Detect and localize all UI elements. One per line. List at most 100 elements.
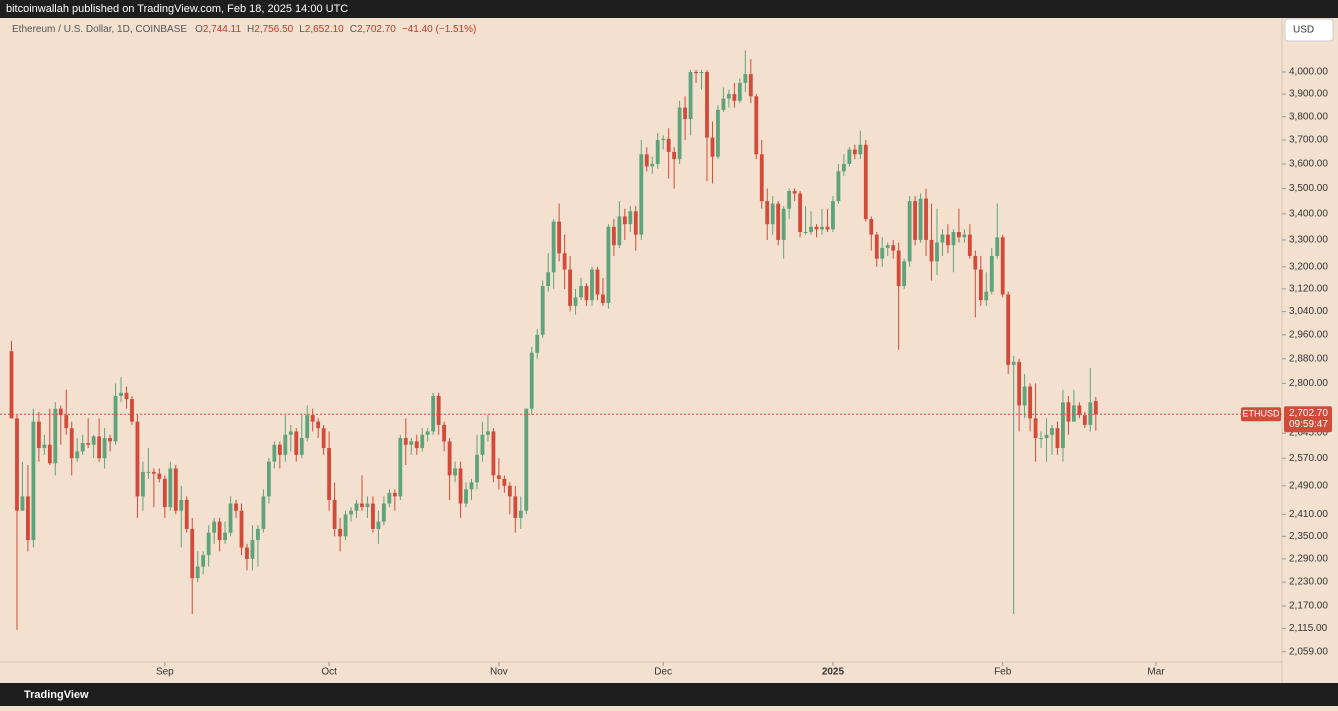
candle-body	[978, 269, 983, 301]
ohlc-value: 2,652.10	[305, 24, 344, 35]
candle-body	[277, 444, 282, 455]
candle-body	[557, 221, 562, 254]
candle-body	[880, 247, 885, 259]
candle-body	[562, 253, 567, 270]
candle-body	[792, 191, 797, 194]
candle-body	[924, 198, 928, 240]
symbol-label: ETHUSD	[1242, 409, 1280, 419]
x-tick-label: Nov	[490, 667, 508, 678]
y-tick-label: 3,040.00	[1289, 306, 1328, 317]
candle-body	[946, 234, 950, 246]
candle-body	[858, 144, 863, 155]
candle-body	[86, 443, 91, 445]
candle-body	[726, 94, 731, 99]
y-tick-label: 2,490.00	[1289, 480, 1328, 491]
candle-body	[436, 395, 441, 425]
candle-body	[540, 286, 545, 335]
candle-body	[332, 499, 337, 529]
candle-body	[431, 395, 436, 432]
candle-body	[217, 521, 222, 541]
candle-body	[617, 216, 622, 246]
candle-body	[97, 436, 102, 459]
candle-body	[721, 98, 726, 110]
candle-body	[1082, 415, 1087, 425]
candle-body	[743, 74, 748, 83]
candle-body	[245, 547, 249, 559]
candle-body	[820, 226, 824, 230]
candle-body	[398, 438, 403, 497]
candle-body	[130, 399, 134, 422]
candle-body	[1022, 386, 1027, 406]
candle-body	[661, 138, 666, 141]
candle-body	[825, 226, 830, 230]
candle-body	[787, 191, 792, 209]
candle-body	[628, 211, 633, 225]
candle-body	[584, 286, 589, 301]
countdown: 09:59:47	[1289, 419, 1328, 430]
candle-body	[168, 468, 173, 508]
candle-body	[272, 444, 277, 462]
candle-body	[962, 234, 967, 238]
candle-body	[803, 232, 808, 234]
candle-body	[639, 154, 644, 235]
ohlc-value: 2,744.11	[203, 24, 242, 35]
candle-body	[1050, 428, 1054, 435]
y-tick-label: 2,350.00	[1289, 531, 1328, 542]
candle-body	[1055, 428, 1060, 449]
candle-body	[250, 540, 255, 559]
candle-body	[414, 441, 419, 449]
candle-body	[606, 226, 611, 303]
legend-title: Ethereum / U.S. Dollar, 1D, COINBASE	[12, 24, 187, 35]
candle-body	[518, 510, 523, 518]
price-tag	[1284, 406, 1332, 433]
candle-body	[9, 351, 14, 419]
candle-body	[327, 448, 332, 500]
candle-body	[573, 297, 578, 306]
candle-body	[513, 496, 518, 518]
candle-body	[1017, 361, 1022, 406]
candle-body	[113, 395, 118, 442]
candle-body	[705, 71, 709, 138]
candle-body	[266, 461, 271, 497]
candle-body	[195, 566, 200, 579]
candle-body	[902, 261, 907, 287]
candle-body	[15, 418, 19, 511]
candle-body	[162, 478, 167, 508]
bottom-bar	[0, 683, 1338, 706]
candle-body	[91, 436, 96, 445]
candle-body	[967, 234, 972, 256]
candle-body	[611, 226, 616, 246]
candle-body	[58, 408, 63, 416]
candle-body	[1039, 438, 1043, 440]
candle-body	[907, 201, 912, 262]
candle-body	[486, 431, 490, 435]
candle-body	[53, 408, 58, 464]
candle-body	[836, 171, 841, 202]
ohlc-letter: H	[247, 24, 254, 35]
candle-body	[464, 489, 468, 504]
currency[interactable]: USD	[1293, 25, 1314, 36]
currency-button[interactable]	[1284, 18, 1334, 42]
candle-body	[20, 496, 25, 511]
candle-body	[935, 242, 939, 262]
candle-body	[228, 503, 233, 533]
candle-body	[759, 154, 764, 202]
candle-body	[524, 408, 529, 511]
candle-body	[841, 163, 846, 172]
candle-body	[316, 421, 321, 429]
candle-body	[989, 255, 994, 292]
candle-body	[891, 245, 896, 251]
candle-body	[403, 438, 408, 445]
candle-body	[748, 74, 753, 97]
candle-body	[458, 468, 463, 504]
y-tick-label: 2,290.00	[1289, 554, 1328, 565]
candle-body	[201, 555, 206, 567]
candle-body	[551, 221, 556, 273]
candle-body	[973, 255, 978, 270]
candle-body	[694, 71, 698, 74]
candle-body	[852, 149, 857, 155]
legend: Ethereum / U.S. Dollar, 1D, COINBASE O2,7…	[12, 24, 476, 35]
candle-body	[47, 444, 52, 464]
y-tick-label: 3,900.00	[1289, 89, 1328, 100]
